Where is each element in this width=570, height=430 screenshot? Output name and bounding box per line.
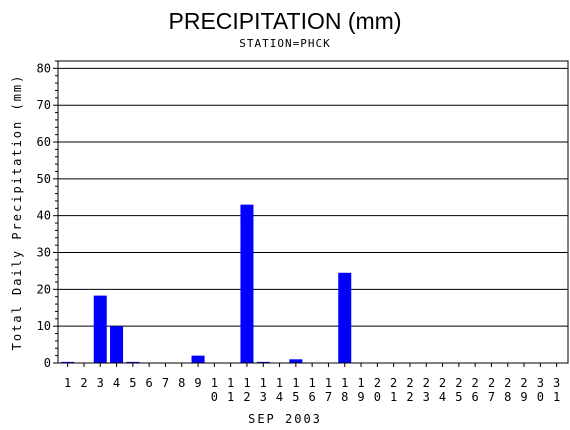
bars (61, 204, 352, 363)
y-tick-label: 80 (37, 61, 51, 75)
x-tick-label: 4 (113, 376, 120, 390)
y-axis-label: Total Daily Precipitation (mm) (10, 74, 24, 351)
y-axis: 0 10 20 30 40 50 60 70 80 (37, 60, 58, 370)
plot-frame (57, 60, 569, 364)
y-tick-label: 20 (37, 282, 51, 296)
bar (240, 204, 254, 363)
bar (61, 361, 75, 363)
y-tick-label: 30 (37, 246, 51, 260)
x-axis: 1 2 3 4 5 6 7 8 9 1 01 11 21 31 41 51 61 71 81 92 02 12 22 32 42… (64, 363, 560, 404)
bar (110, 326, 124, 363)
chart-subtitle: STATION=PHCK (239, 37, 330, 50)
y-tick-label: 60 (37, 135, 51, 149)
y-tick-label: 10 (37, 319, 51, 333)
x-tick-label: 7 (162, 376, 169, 390)
x-axis-label: SEP 2003 (248, 412, 322, 426)
y-tick-label: 50 (37, 172, 51, 186)
bar (256, 361, 270, 363)
y-tick-label: 0 (44, 356, 51, 370)
x-tick-label: 9 (194, 376, 201, 390)
bar (93, 295, 107, 363)
bar (126, 361, 140, 363)
x-tick-label: 1 (64, 376, 71, 390)
y-tick-label: 70 (37, 98, 51, 112)
x-tick-label: 6 (146, 376, 153, 390)
x-tick-label: 8 (178, 376, 185, 390)
chart-title: PRECIPITATION (mm) (169, 8, 402, 34)
y-tick-label: 40 (37, 209, 51, 223)
bar (338, 272, 352, 363)
bar (289, 359, 303, 363)
x-tick-label: 3 (97, 376, 104, 390)
x-tick-label: 2 (80, 376, 87, 390)
bar (191, 355, 205, 363)
x-tick-label: 5 (129, 376, 136, 390)
gridlines (58, 67, 568, 327)
